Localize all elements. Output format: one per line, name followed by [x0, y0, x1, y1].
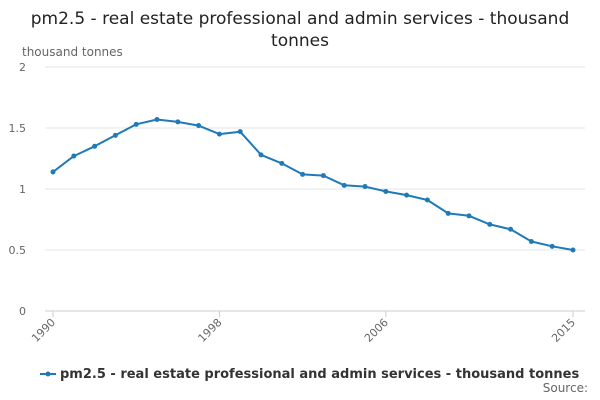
- y-tick-label: 2: [19, 61, 26, 74]
- data-point-2005[interactable]: [362, 184, 368, 190]
- data-point-1991[interactable]: [71, 153, 77, 159]
- data-point-2004[interactable]: [341, 182, 347, 188]
- data-point-2014[interactable]: [549, 243, 555, 249]
- data-point-1996[interactable]: [175, 119, 181, 125]
- series-line: [52, 118, 574, 251]
- y-tick-label: 0: [19, 305, 26, 318]
- x-tick-label: 1990: [29, 316, 58, 345]
- data-point-1990[interactable]: [50, 169, 56, 175]
- data-point-2009[interactable]: [445, 210, 451, 216]
- data-point-1992[interactable]: [92, 143, 98, 149]
- data-point-2001[interactable]: [279, 160, 285, 166]
- data-point-1995[interactable]: [154, 116, 160, 122]
- y-tick-label: 0.5: [9, 244, 27, 257]
- data-point-2013[interactable]: [528, 238, 534, 244]
- data-point-1998[interactable]: [216, 131, 222, 137]
- data-point-2003[interactable]: [320, 173, 326, 179]
- data-point-2008[interactable]: [424, 197, 430, 203]
- y-axis-label: thousand tonnes: [22, 45, 123, 59]
- x-axis: 1990 1998 2006 2015: [29, 310, 585, 345]
- data-point-1999[interactable]: [237, 129, 243, 135]
- data-point-2007[interactable]: [404, 192, 410, 198]
- y-axis: 0 0.5 1 1.5 2: [9, 61, 27, 318]
- data-point-2015[interactable]: [570, 247, 576, 253]
- legend-swatch-marker: [45, 371, 51, 377]
- legend-label: pm2.5 - real estate professional and adm…: [60, 367, 579, 382]
- data-point-2011[interactable]: [487, 221, 493, 227]
- x-tick-label: 2015: [549, 316, 578, 345]
- data-point-1994[interactable]: [133, 121, 139, 127]
- gridlines: [45, 66, 585, 312]
- data-point-2006[interactable]: [383, 188, 389, 194]
- y-tick-label: 1: [19, 183, 26, 196]
- series-layer: [50, 116, 576, 253]
- data-point-2002[interactable]: [300, 171, 306, 177]
- data-point-2010[interactable]: [466, 213, 472, 219]
- chart-title: pm2.5 - real estate professional and adm…: [30, 9, 570, 51]
- data-point-1997[interactable]: [196, 123, 202, 129]
- x-tick-label: 2006: [362, 316, 391, 345]
- x-tick-label: 1998: [196, 316, 225, 345]
- source-label[interactable]: Source:: [543, 381, 588, 395]
- y-tick-label: 1.5: [9, 122, 27, 135]
- data-point-1993[interactable]: [112, 132, 118, 138]
- legend[interactable]: pm2.5 - real estate professional and adm…: [40, 367, 579, 382]
- data-point-2000[interactable]: [258, 152, 264, 158]
- data-point-2012[interactable]: [508, 226, 514, 232]
